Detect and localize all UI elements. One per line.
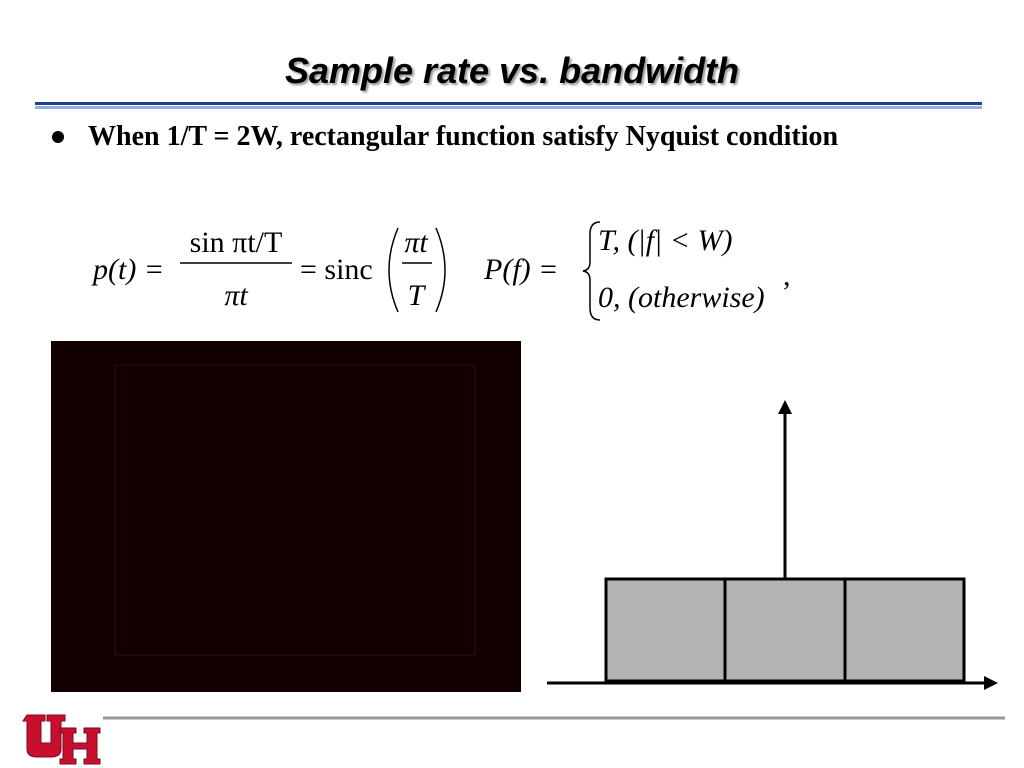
paren: [435, 227, 446, 313]
eq-num: sin πt/T: [190, 226, 283, 259]
eq-arg-den: T: [408, 279, 427, 312]
paren: [388, 227, 399, 313]
title-rule: [35, 102, 982, 105]
dark-plot-image: [51, 341, 521, 692]
spectrum-box: [604, 577, 966, 683]
eq-den: πt: [224, 279, 248, 312]
eq-lhs: P(f) =: [483, 253, 558, 286]
eq-tail: ,: [783, 259, 791, 292]
eq-case: T, (|f| < W): [598, 224, 733, 257]
eq-mid: = sinc: [300, 253, 373, 286]
axis-arrow: [984, 676, 998, 690]
plot-frame: [114, 364, 476, 656]
slide-title: Sample rate vs. bandwidth: [284, 50, 740, 91]
logo: [22, 714, 101, 765]
eq-lhs: p(t) =: [91, 253, 164, 286]
eq-arg-num: πt: [404, 226, 428, 259]
title-rule: [35, 106, 982, 109]
bullet-text: When 1/T = 2W, rectangular function sati…: [88, 121, 839, 152]
eq-case: 0, (otherwise): [598, 281, 765, 314]
axis-arrow: [778, 400, 792, 414]
brace: [582, 221, 601, 321]
bullet-dot: [52, 131, 64, 143]
